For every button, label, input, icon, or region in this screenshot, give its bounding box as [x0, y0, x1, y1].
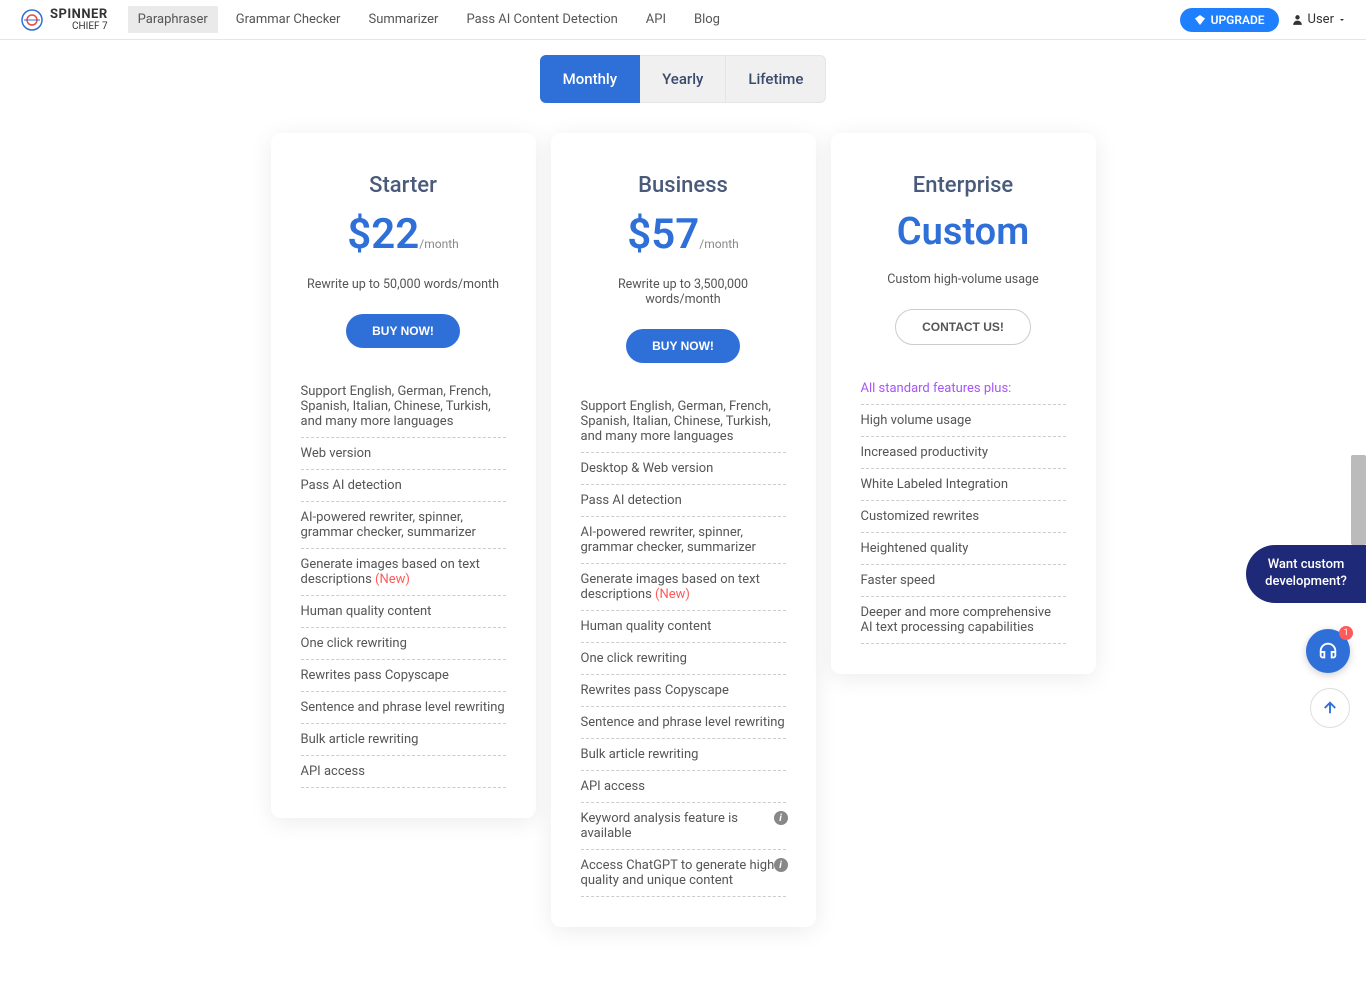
feature-item: Access ChatGPT to generate high-quality …: [581, 850, 786, 897]
user-icon: [1291, 13, 1304, 26]
feature-item: Rewrites pass Copyscape: [581, 675, 786, 707]
nav-links: Paraphraser Grammar Checker Summarizer Pass…: [128, 6, 730, 33]
chat-button[interactable]: 1: [1306, 629, 1350, 673]
plan-name: Starter: [301, 173, 506, 198]
nav-link-api[interactable]: API: [636, 6, 676, 33]
logo-text: SPINNER: [50, 8, 108, 21]
feature-item: API access: [581, 771, 786, 803]
chat-badge: 1: [1339, 626, 1353, 640]
user-name: User: [1308, 12, 1334, 27]
diamond-icon: [1194, 14, 1206, 26]
scrollbar-thumb[interactable]: [1351, 455, 1366, 545]
plan-name: Business: [581, 173, 786, 198]
feature-item: Desktop & Web version: [581, 453, 786, 485]
chevron-down-icon: [1338, 16, 1346, 24]
feature-item: Increased productivity: [861, 437, 1066, 469]
plan-price-suffix: /month: [419, 237, 458, 251]
headset-icon: [1317, 640, 1339, 662]
nav-link-pass-ai-content-detection[interactable]: Pass AI Content Detection: [456, 6, 627, 33]
plan-price-suffix: /month: [699, 237, 738, 251]
feature-item: Pass AI detection: [301, 470, 506, 502]
feature-item: AI-powered rewriter, spinner, grammar ch…: [581, 517, 786, 564]
info-icon[interactable]: i: [774, 811, 788, 825]
feature-item: Bulk article rewriting: [301, 724, 506, 756]
feature-item: Human quality content: [581, 611, 786, 643]
feature-item: Support English, German, French, Spanish…: [301, 376, 506, 438]
feature-item: White Labeled Integration: [861, 469, 1066, 501]
plan-price: $22/month: [301, 210, 506, 259]
feature-item: Web version: [301, 438, 506, 470]
feature-item: All standard features plus:: [861, 373, 1066, 405]
new-badge: (New): [655, 587, 690, 602]
feature-item: Pass AI detection: [581, 485, 786, 517]
user-menu[interactable]: User: [1291, 12, 1346, 27]
feature-item: Customized rewrites: [861, 501, 1066, 533]
custom-dev-tab[interactable]: Want custom development?: [1246, 545, 1366, 603]
feature-item: Keyword analysis feature is availablei: [581, 803, 786, 850]
feature-item: AI-powered rewriter, spinner, grammar ch…: [301, 502, 506, 549]
plan-business: Business $57/month Rewrite up to 3,500,000…: [551, 133, 816, 927]
nav-link-paraphraser[interactable]: Paraphraser: [128, 6, 218, 33]
tab-lifetime[interactable]: Lifetime: [726, 55, 826, 103]
logo-subtitle: CHIEF 7: [50, 21, 108, 32]
feature-item: API access: [301, 756, 506, 788]
feature-item: One click rewriting: [581, 643, 786, 675]
feature-item: Human quality content: [301, 596, 506, 628]
plan-name: Enterprise: [861, 173, 1066, 198]
feature-list: All standard features plus:High volume u…: [861, 373, 1066, 644]
nav-link-summarizer[interactable]: Summarizer: [358, 6, 448, 33]
nav-link-blog[interactable]: Blog: [684, 6, 730, 33]
tab-yearly[interactable]: Yearly: [640, 55, 726, 103]
billing-tabs: MonthlyYearlyLifetime: [0, 55, 1366, 103]
feature-item: Deeper and more comprehensive AI text pr…: [861, 597, 1066, 644]
feature-item: Bulk article rewriting: [581, 739, 786, 771]
logo-icon: [20, 8, 44, 32]
plan-starter: Starter $22/month Rewrite up to 50,000 wor…: [271, 133, 536, 818]
feature-item: Sentence and phrase level rewriting: [581, 707, 786, 739]
feature-item: High volume usage: [861, 405, 1066, 437]
plans-container: Starter $22/month Rewrite up to 50,000 wor…: [0, 133, 1366, 987]
plan-price: Custom: [861, 210, 1066, 254]
feature-item: Faster speed: [861, 565, 1066, 597]
plan-desc: Rewrite up to 50,000 words/month: [301, 277, 506, 292]
plan-price: $57/month: [581, 210, 786, 259]
new-badge: (New): [375, 572, 410, 587]
nav-link-grammar-checker[interactable]: Grammar Checker: [226, 6, 351, 33]
feature-item: One click rewriting: [301, 628, 506, 660]
plan-desc: Rewrite up to 3,500,000 words/month: [581, 277, 786, 307]
feature-item: Sentence and phrase level rewriting: [301, 692, 506, 724]
upgrade-label: UPGRADE: [1211, 13, 1265, 27]
feature-item: Generate images based on text descriptio…: [301, 549, 506, 596]
arrow-up-icon: [1321, 699, 1339, 717]
tab-monthly[interactable]: Monthly: [540, 55, 640, 103]
feature-item: Support English, German, French, Spanish…: [581, 391, 786, 453]
upgrade-button[interactable]: UPGRADE: [1180, 8, 1279, 32]
plan-cta-button[interactable]: CONTACT US!: [895, 309, 1031, 345]
plan-enterprise: Enterprise Custom Custom high-volume usage…: [831, 133, 1096, 674]
plan-cta-button[interactable]: BUY NOW!: [626, 329, 740, 363]
feature-item: Generate images based on text descriptio…: [581, 564, 786, 611]
logo[interactable]: SPINNER CHIEF 7: [20, 8, 108, 32]
feature-item: Heightened quality: [861, 533, 1066, 565]
feature-list: Support English, German, French, Spanish…: [301, 376, 506, 788]
feature-item: Rewrites pass Copyscape: [301, 660, 506, 692]
info-icon[interactable]: i: [774, 858, 788, 872]
feature-list: Support English, German, French, Spanish…: [581, 391, 786, 897]
plan-cta-button[interactable]: BUY NOW!: [346, 314, 460, 348]
scroll-top-button[interactable]: [1310, 688, 1350, 728]
plan-desc: Custom high-volume usage: [861, 272, 1066, 287]
navbar: SPINNER CHIEF 7 Paraphraser Grammar Check…: [0, 0, 1366, 40]
